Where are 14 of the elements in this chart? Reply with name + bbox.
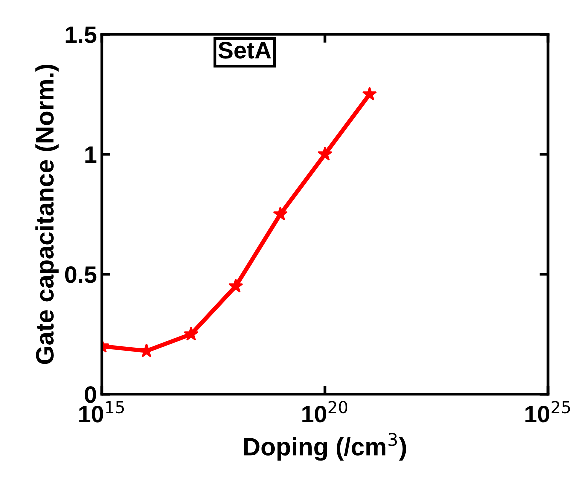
point — [318, 146, 332, 161]
point — [228, 278, 244, 293]
x-tick-label: 10$^{25}$ — [526, 401, 570, 423]
y-tick-label: 1 — [86, 146, 97, 164]
point — [362, 86, 378, 101]
point — [273, 206, 288, 221]
x-tick-label: 10$^{20}$ — [302, 401, 348, 423]
y-tick-label: 1.5 — [66, 26, 97, 44]
x-axis-title: Doping (/cm$^{3}$) — [244, 433, 406, 461]
annotation: SetA — [218, 42, 272, 59]
point — [184, 326, 199, 341]
y-axis-title: Gate capacitance (Norm.) — [36, 64, 59, 364]
y-tick-label: 0 — [85, 386, 96, 404]
y-tick-label: 0.5 — [65, 266, 97, 284]
